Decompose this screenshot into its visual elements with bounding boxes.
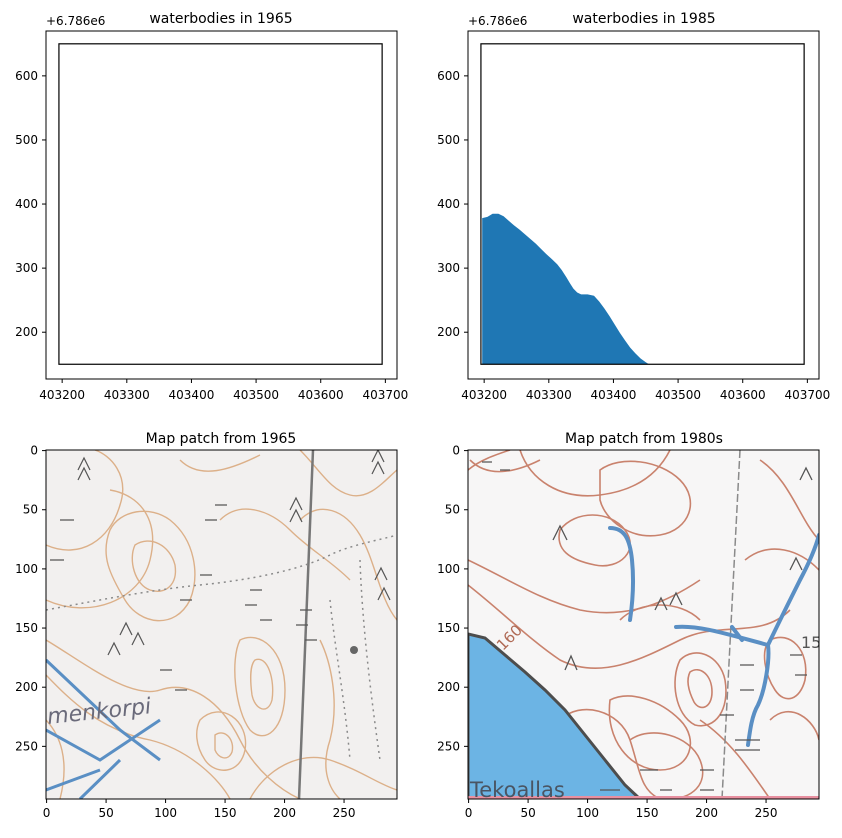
y-tick-label: 600 [437,69,460,83]
terrain-symbols [482,461,813,791]
y-tick-label: 200 [437,325,460,339]
panel-title: waterbodies in 1985 [572,11,715,27]
panel-waterbodies-1965: waterbodies in 1965 +6.786e6 403200 40330… [15,11,408,402]
y-tick-label: 300 [437,261,460,275]
x-tick-label: 403600 [298,388,344,402]
x-tick-label: 403400 [169,388,215,402]
panel-map-1980s: Map patch from 1980s [437,431,821,820]
patch-boundary [58,43,383,365]
y-tick-label: 100 [437,562,460,576]
axes-box [467,30,820,380]
x-tick-label: 403500 [233,388,279,402]
x-tick-label: 250 [755,806,778,820]
panel-map-1965: Map patch from 1965 [15,431,398,820]
x-tick-label: 403300 [526,388,572,402]
map-label-lake: Tekoallas [469,778,565,802]
x-tick-label: 200 [695,806,718,820]
map-image-1965: menkorpi [46,450,397,799]
panel-title: waterbodies in 1965 [149,11,292,27]
x-tick-label: 403700 [784,388,830,402]
y-tick-label: 150 [15,621,38,635]
waterbody-area [482,213,649,365]
x-tick-label: 403200 [461,388,507,402]
x-tick-label: 403500 [655,388,701,402]
x-tick-label: 403300 [104,388,150,402]
x-tick-label: 50 [98,806,113,820]
panel-title: Map patch from 1965 [146,431,297,447]
x-tick-label: 150 [636,806,659,820]
axes-box [45,449,398,800]
y-tick-label: 100 [15,562,38,576]
y-tick-label: 200 [15,680,38,694]
x-tick-label: 0 [465,806,473,820]
contour-lines [468,450,819,799]
lake-shape [468,632,643,799]
stream-lines [46,658,161,799]
terrain-symbols [50,450,391,691]
y-tick-label: 250 [437,739,460,753]
panel-waterbodies-1985: waterbodies in 1985 +6.786e6 403200 40330… [437,11,830,402]
x-tick-label: 100 [154,806,177,820]
y-tick-label: 250 [15,739,38,753]
offset-label: +6.786e6 [468,14,527,28]
patch-boundary [480,43,805,365]
y-tick-label: 500 [15,133,38,147]
axes-box [467,449,820,800]
map-label-elevation-2: 15 [801,633,821,652]
x-tick-label: 250 [333,806,356,820]
y-tick-label: 150 [437,621,460,635]
y-tick-label: 400 [15,197,38,211]
y-tick-label: 50 [23,503,38,517]
x-tick-label: 403400 [591,388,637,402]
map-image-1980s: Tekoallas 160 15 [468,450,821,802]
panel-title: Map patch from 1980s [565,431,723,447]
x-tick-label: 150 [214,806,237,820]
y-tick-label: 50 [445,503,460,517]
x-tick-label: 403700 [362,388,408,402]
stream-lines [608,526,819,747]
x-tick-label: 100 [576,806,599,820]
y-tick-label: 0 [452,444,460,458]
x-tick-label: 0 [43,806,51,820]
axes-box [45,30,398,380]
contour-lines [46,450,397,799]
y-tick-label: 300 [15,261,38,275]
offset-label: +6.786e6 [46,14,105,28]
y-tick-label: 500 [437,133,460,147]
x-tick-label: 403200 [39,388,85,402]
x-tick-label: 403600 [720,388,766,402]
x-tick-label: 50 [520,806,535,820]
x-tick-label: 200 [273,806,296,820]
y-tick-label: 0 [30,444,38,458]
y-tick-label: 600 [15,69,38,83]
y-tick-label: 200 [437,680,460,694]
y-tick-label: 400 [437,197,460,211]
y-tick-label: 200 [15,325,38,339]
